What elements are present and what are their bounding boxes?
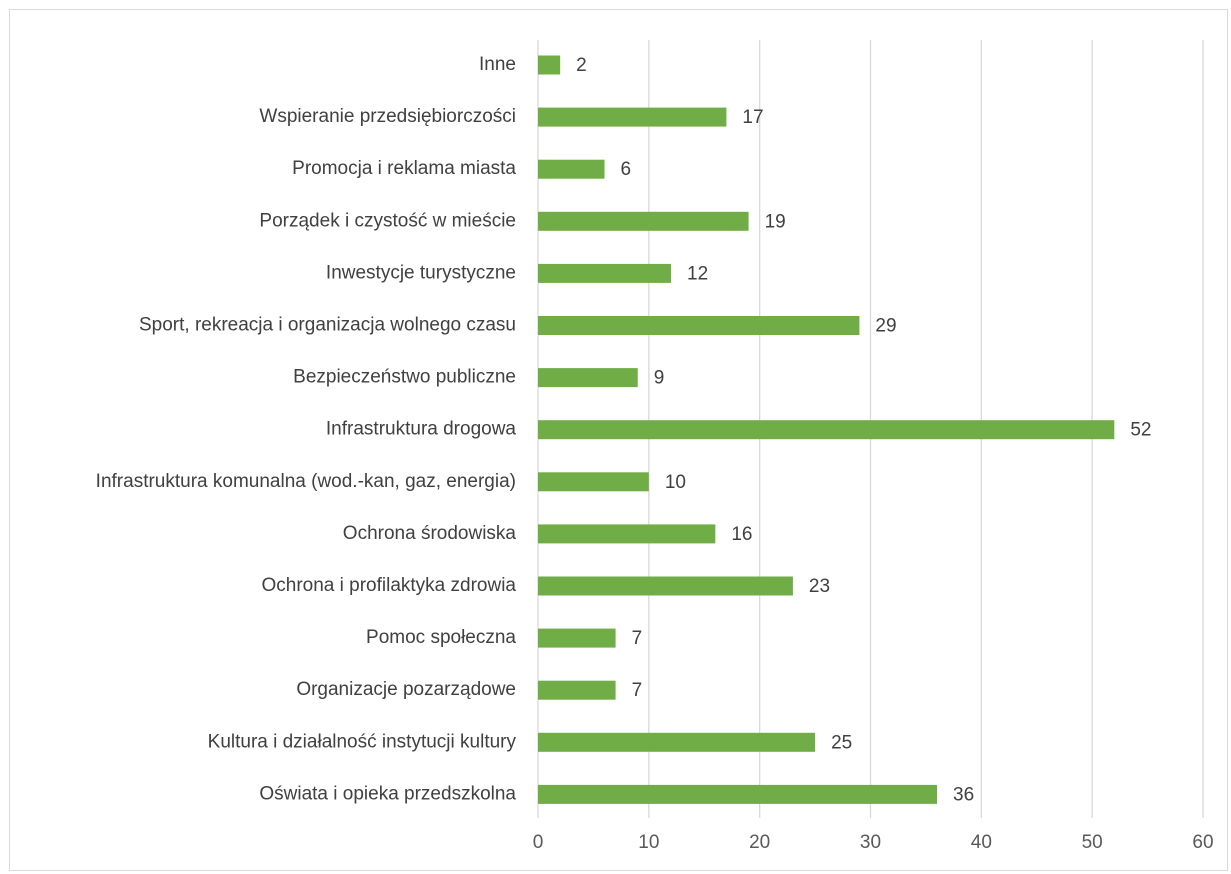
x-tick-label: 60 — [1192, 832, 1213, 853]
data-label: 17 — [742, 107, 763, 128]
data-label: 25 — [831, 732, 852, 753]
data-labels: 2 17 6 19 12 29 9 52 10 16 23 7 7 25 36 — [576, 55, 1151, 805]
data-label: 7 — [632, 628, 643, 649]
bar — [538, 159, 605, 179]
category-label: Infrastruktura drogowa — [326, 419, 517, 440]
category-label: Ochrona i profilaktyka zdrowia — [262, 575, 517, 596]
x-tick-label: 30 — [860, 832, 881, 853]
bar — [538, 472, 649, 492]
bar — [538, 316, 860, 335]
x-tick-label: 0 — [533, 832, 544, 853]
data-label: 36 — [953, 784, 974, 805]
bar — [538, 368, 638, 388]
data-label: 52 — [1130, 420, 1151, 441]
bars — [538, 55, 1115, 804]
category-label: Promocja i reklama miasta — [292, 158, 516, 179]
x-tick-label: 20 — [749, 832, 770, 853]
data-label: 19 — [765, 211, 786, 232]
x-axis-tick-labels: 0 10 20 30 40 50 60 — [533, 832, 1214, 853]
category-label: Inwestycje turystyczne — [326, 262, 516, 283]
data-label: 10 — [665, 472, 686, 493]
bar — [538, 211, 749, 231]
data-label: 9 — [654, 368, 665, 389]
category-labels: Inne Wspieranie przedsiębiorczości Promocj… — [96, 54, 517, 804]
bar — [538, 784, 937, 804]
category-label: Kultura i działalność instytucji kultury — [208, 731, 517, 752]
bar — [538, 680, 616, 700]
data-label: 7 — [632, 680, 643, 701]
category-label: Sport, rekreacja i organizacja wolnego c… — [139, 315, 516, 336]
bar — [538, 420, 1115, 440]
bar — [538, 263, 671, 283]
category-label: Wspieranie przedsiębiorczości — [259, 106, 516, 127]
bar — [538, 732, 816, 752]
data-label: 23 — [809, 576, 830, 597]
x-tick-label: 10 — [638, 832, 659, 853]
data-label: 29 — [875, 316, 896, 337]
category-label: Organizacje pozarządowe — [296, 679, 516, 700]
chart-area — [9, 9, 1228, 871]
data-label: 16 — [731, 524, 752, 545]
bar — [538, 628, 616, 648]
category-label: Porządek i czystość w mieście — [259, 210, 516, 231]
category-label: Ochrona środowiska — [343, 523, 517, 544]
data-label: 6 — [621, 159, 632, 180]
category-label: Bezpieczeństwo publiczne — [293, 367, 516, 388]
bar — [538, 55, 561, 75]
category-label: Oświata i opieka przedszkolna — [259, 783, 516, 804]
category-label: Inne — [479, 54, 516, 75]
bar — [538, 576, 793, 596]
data-label: 12 — [687, 263, 708, 284]
category-label: Pomoc społeczna — [366, 627, 516, 648]
bar — [538, 107, 727, 127]
bar — [538, 524, 716, 544]
x-tick-label: 50 — [1082, 832, 1103, 853]
category-label: Infrastruktura komunalna (wod.-kan, gaz,… — [96, 471, 516, 492]
x-tick-label: 40 — [971, 832, 992, 853]
data-label: 2 — [576, 55, 587, 76]
